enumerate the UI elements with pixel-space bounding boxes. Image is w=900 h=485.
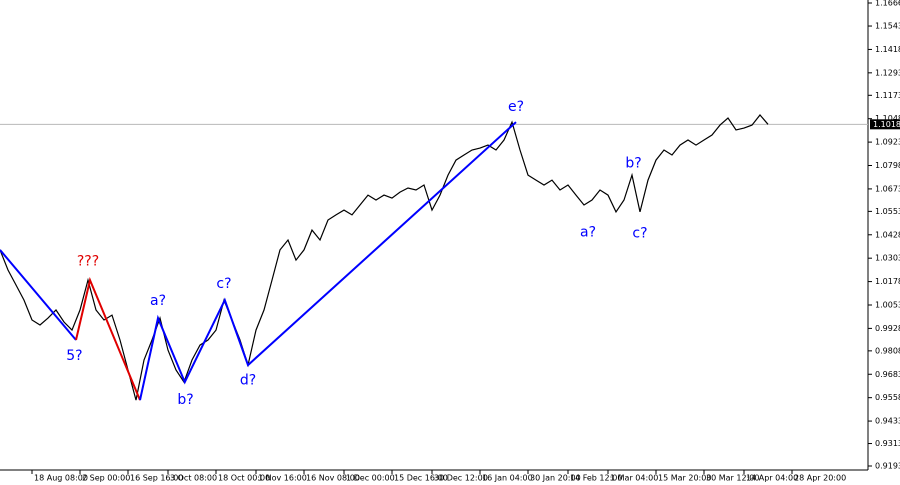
x-tick-label: 30 Dec 12:00 [434, 474, 488, 483]
x-tick-label: 1 Nov 16:00 [258, 474, 307, 483]
y-tick-label: 0.9433 [875, 417, 900, 426]
x-tick-label: 14 Feb 12:00 [570, 474, 622, 483]
last-price-box [870, 119, 900, 130]
x-tick-label: 30 Mar 12:00 [706, 474, 759, 483]
last-price-label: 1.1018 [873, 120, 900, 129]
wave-label: 5? [66, 348, 82, 364]
wave-label: c? [216, 276, 231, 292]
wave-label: c? [632, 225, 647, 241]
x-tick-label: 3 Oct 08:00 [170, 474, 217, 483]
wave-label: d? [240, 372, 256, 388]
y-tick-label: 0.9558 [875, 393, 900, 402]
wave-label: a? [150, 293, 166, 309]
y-tick-label: 1.1048 [875, 114, 900, 123]
y-tick-label: 1.1293 [875, 68, 900, 77]
wave-label: e? [508, 99, 524, 115]
wave-label: ??? [77, 254, 99, 270]
y-tick-label: 1.0053 [875, 300, 900, 309]
y-tick-label: 0.9808 [875, 346, 900, 355]
y-tick-label: 0.9683 [875, 370, 900, 379]
x-tick-label: 1 Dec 00:00 [346, 474, 395, 483]
y-tick-label: 0.9313 [875, 439, 900, 448]
y-tick-label: 1.0303 [875, 254, 900, 263]
x-tick-label: 16 Sep 16:00 [130, 474, 183, 483]
x-tick-label: 15 Dec 16:00 [394, 474, 448, 483]
x-tick-label: 16 Nov 08:00 [306, 474, 360, 483]
x-tick-label: 1 Mar 04:00 [610, 474, 658, 483]
wave-label: b? [625, 155, 641, 171]
wave-label: a? [580, 225, 596, 241]
y-tick-label: 1.1543 [875, 22, 900, 31]
y-tick-label: 1.0673 [875, 184, 900, 193]
y-tick-label: 1.0798 [875, 161, 900, 170]
x-tick-label: 18 Aug 08:00 [34, 474, 88, 483]
x-tick-label: 15 Mar 20:00 [658, 474, 711, 483]
price-line [0, 114, 769, 401]
x-tick-label: 16 Jan 04:00 [482, 474, 533, 483]
x-tick-label: 14 Apr 04:00 [746, 474, 798, 483]
y-tick-label: 1.0428 [875, 230, 900, 239]
wave-line [139, 121, 517, 401]
x-tick-label: 28 Apr 20:00 [794, 474, 846, 483]
x-tick-label: 18 Oct 00:00 [218, 474, 270, 483]
y-tick-label: 1.1173 [875, 91, 900, 100]
y-tick-label: 0.9193 [875, 462, 900, 471]
y-tick-label: 1.0553 [875, 207, 900, 216]
x-tick-label: 2 Sep 00:00 [82, 474, 130, 483]
wave-label: b? [177, 392, 193, 408]
wave-line [75, 276, 141, 401]
y-tick-label: 1.1666 [875, 0, 900, 8]
y-tick-label: 1.0178 [875, 277, 900, 286]
wave-line [0, 249, 77, 341]
x-tick-label: 30 Jan 20:00 [530, 474, 581, 483]
y-tick-label: 0.9928 [875, 324, 900, 333]
y-tick-label: 1.0923 [875, 138, 900, 147]
y-tick-label: 1.1418 [875, 45, 900, 54]
